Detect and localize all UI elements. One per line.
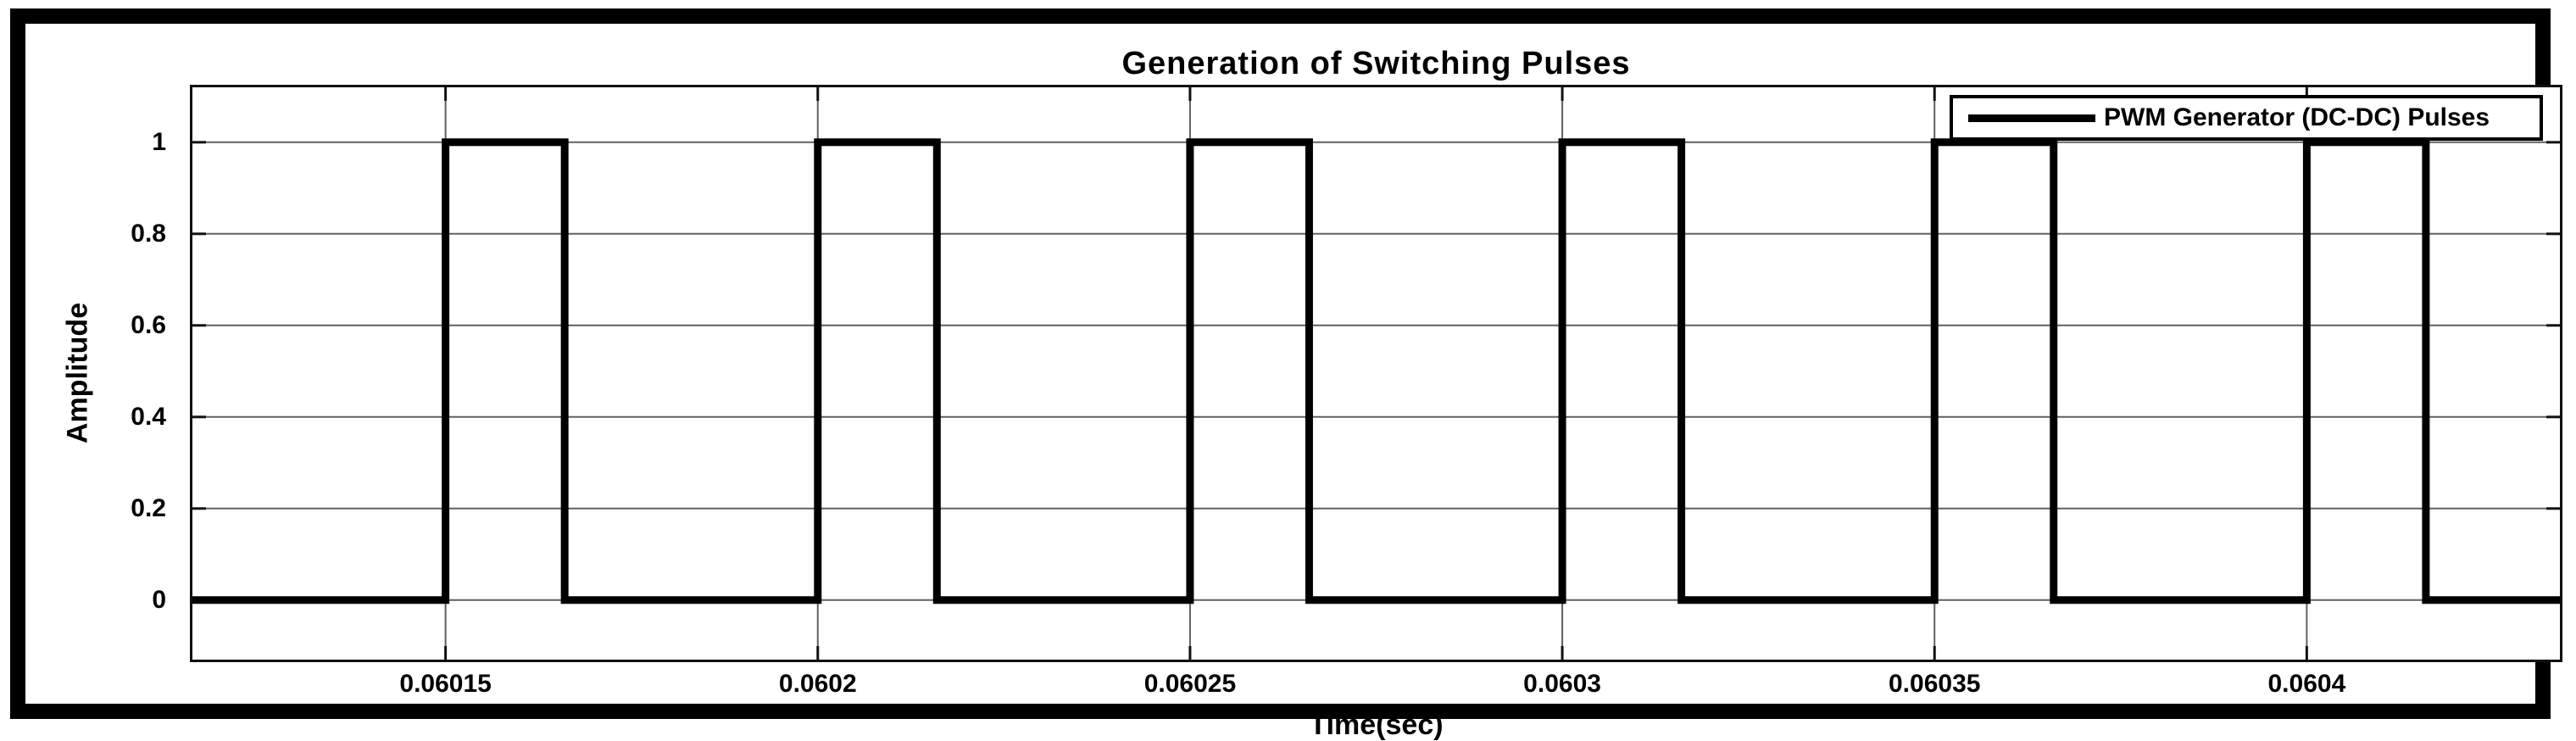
figure-outer-border: Generation of Switching Pulses Amplitude…: [10, 8, 2562, 741]
pwm-pulse-trace: [192, 138, 2560, 604]
legend-label: PWM Generator (DC-DC) Pulses: [2104, 103, 2490, 131]
x-tick-label: 0.0603: [1523, 670, 1601, 698]
axis-tick-marks: [192, 87, 2560, 660]
y-tick-label: 0: [152, 585, 166, 614]
grid-layer: [192, 87, 2560, 660]
legend-box: PWM Generator (DC-DC) Pulses: [1950, 95, 2543, 141]
x-axis-label: Time(sec): [1309, 709, 1444, 741]
x-axis-tick-labels: 0.06015 0.0602 0.06025 0.0603 0.06035 0.0604: [190, 670, 2562, 707]
x-tick-label: 0.06035: [1888, 670, 1981, 698]
x-tick-label: 0.0604: [2267, 670, 2346, 698]
y-axis-tick-labels: 0 0.2 0.4 0.6 0.8 1: [25, 85, 178, 662]
plot-area: [190, 85, 2562, 662]
legend-line-sample-icon: [1968, 114, 2095, 122]
y-tick-label: 0.4: [131, 402, 166, 431]
y-tick-label: 0.2: [131, 493, 166, 522]
x-tick-label: 0.06025: [1143, 670, 1237, 698]
y-tick-label: 0.6: [131, 310, 166, 339]
x-tick-label: 0.06015: [399, 670, 492, 698]
y-tick-label: 1: [152, 127, 166, 156]
x-tick-label: 0.0602: [778, 670, 857, 698]
chart-title: Generation of Switching Pulses: [1121, 46, 1631, 81]
waveform-svg: [192, 87, 2560, 660]
y-tick-label: 0.8: [131, 219, 166, 248]
